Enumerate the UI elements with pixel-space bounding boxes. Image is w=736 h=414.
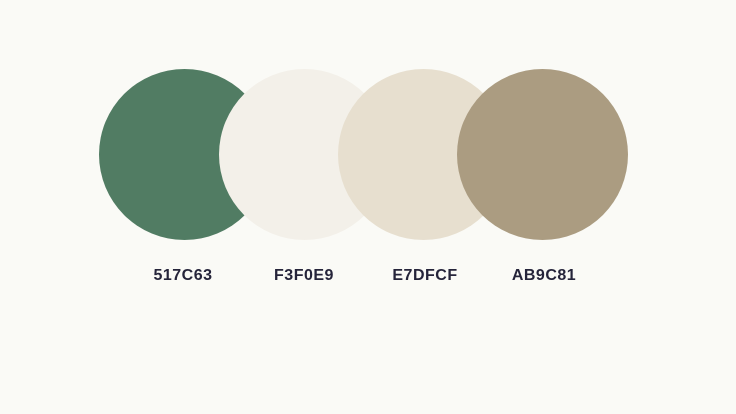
hex-label-1: 517C63 xyxy=(153,267,213,284)
hex-label-3: E7DFCF xyxy=(392,267,458,284)
hex-label-4: AB9C81 xyxy=(511,267,577,284)
hex-label-2: F3F0E9 xyxy=(274,267,334,284)
color-swatch-4 xyxy=(457,69,628,240)
